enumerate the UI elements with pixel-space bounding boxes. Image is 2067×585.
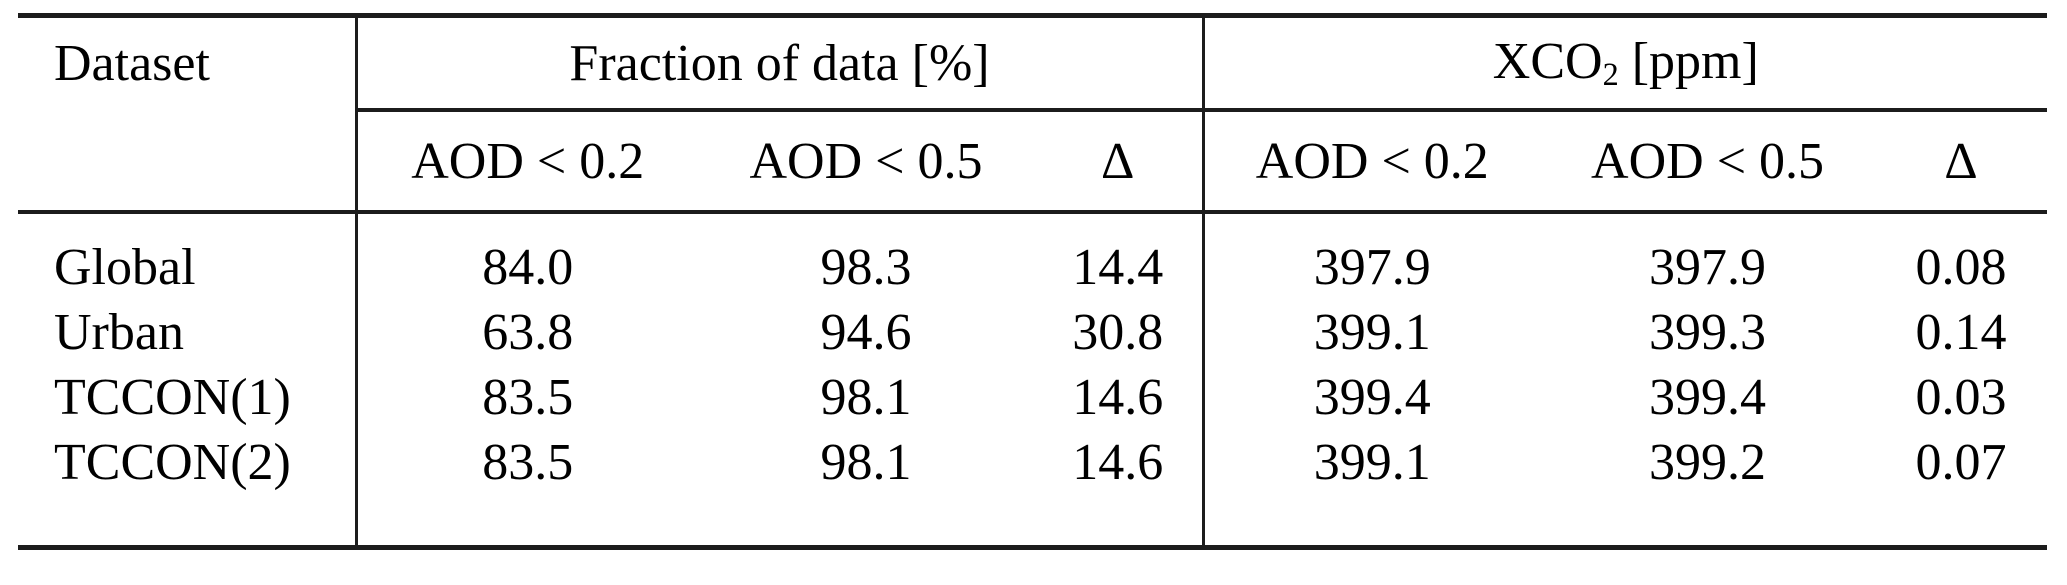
cell-value: 399.4 [1649,369,1767,426]
cell-value: 63.8 [354,300,698,365]
group-header-xco2: XCO2 [ppm] [1201,15,2048,112]
col-header-dataset: Dataset [18,15,356,214]
sub-header-row: AOD < 0.2 AOD < 0.5 Δ AOD < 0.2 AOD < 0.… [18,110,2048,214]
table-row-tccon2: TCCON(2) 83.5 98.1 14.6 399.1 399.2 0.07 [18,430,2047,548]
group-header-fraction-of-data: Fraction of data [%] [354,15,1204,112]
cell-value: 83.5 [354,430,698,548]
cell-value: 397.9 [1201,212,1541,300]
subcol-header-aod02-fraction: AOD < 0.2 [354,110,698,214]
subcol-header-aod02-xco2: AOD < 0.2 [1201,110,1541,214]
cell-value: 399.2 [1649,434,1767,491]
cell-value: 83.5 [354,365,698,430]
xco2-label-prefix: XCO [1492,33,1603,91]
cell-value: 399.1 [1201,300,1541,365]
row-label: Global [54,239,196,296]
table-row-urban: Urban 63.8 94.6 30.8 399.1 399.3 0.14 [18,300,2047,365]
cell-value: 397.9 [1649,239,1767,296]
subcol-header-aod05-xco2: AOD < 0.5 [1540,110,1876,214]
subcol-header-delta-xco2: Δ [1875,110,2048,214]
cell-value: 94.6 [820,304,912,361]
cell-value: 0.08 [1915,239,2007,296]
cell-value: 0.03 [1915,369,2007,426]
row-label: TCCON(1) [54,369,291,426]
cell-value: 0.14 [1915,304,2007,361]
row-label: TCCON(2) [54,434,291,491]
cell-value: 399.3 [1649,304,1767,361]
table-header: Dataset Fraction of data [%] XCO2 [ppm] … [18,15,2048,214]
cell-value: 98.3 [820,239,912,296]
subcol-header-aod05-fraction: AOD < 0.5 [698,110,1034,214]
table-row-global: Global 84.0 98.3 14.4 397.9 397.9 0.08 [18,212,2047,300]
row-label: Urban [54,304,184,361]
cell-value: 14.6 [1072,434,1164,491]
xco2-label-subscript: 2 [1602,56,1619,93]
cell-value: 30.8 [1072,304,1164,361]
table-body: Global 84.0 98.3 14.4 397.9 397.9 0.08 U… [18,212,2047,548]
cell-value: 14.6 [1072,369,1164,426]
table-row-tccon1: TCCON(1) 83.5 98.1 14.6 399.4 399.4 0.03 [18,365,2047,430]
results-table: Dataset Fraction of data [%] XCO2 [ppm] … [18,13,2048,550]
cell-value: 98.1 [820,434,912,491]
cell-value: 399.4 [1201,365,1541,430]
cell-value: 399.1 [1201,430,1541,548]
subcol-header-delta-fraction: Δ [1034,110,1204,214]
cell-value: 14.4 [1072,239,1164,296]
cell-value: 98.1 [820,369,912,426]
cell-value: 84.0 [354,212,698,300]
cell-value: 0.07 [1915,434,2007,491]
xco2-label-suffix: [ppm] [1618,33,1759,91]
group-header-row: Dataset Fraction of data [%] XCO2 [ppm] [18,15,2048,214]
